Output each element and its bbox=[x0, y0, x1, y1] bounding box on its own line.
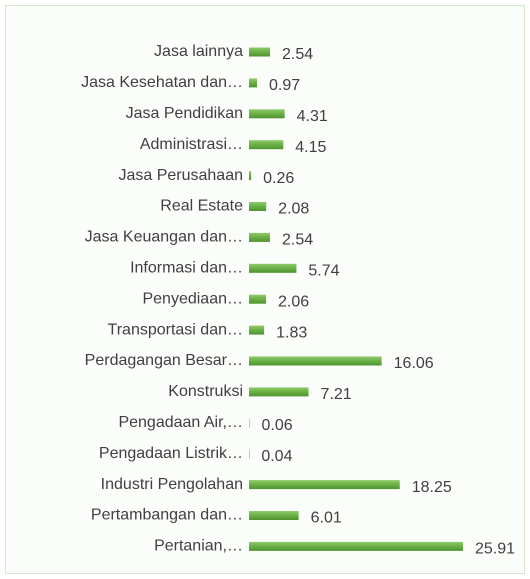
bar bbox=[249, 480, 400, 490]
value-label: 2.06 bbox=[278, 293, 309, 310]
bar bbox=[249, 294, 267, 304]
bar bbox=[249, 232, 270, 242]
value-label: 25.91 bbox=[475, 541, 515, 558]
bar bbox=[249, 387, 309, 397]
bar bbox=[249, 263, 297, 273]
bar bbox=[249, 140, 284, 150]
bar bbox=[249, 449, 250, 459]
bar bbox=[249, 325, 265, 335]
value-label: 0.26 bbox=[263, 170, 294, 187]
category-label: Informasi dan… bbox=[130, 260, 243, 277]
value-label: 4.15 bbox=[295, 139, 326, 156]
category-label: Jasa lainnya bbox=[154, 43, 243, 60]
category-label: Pertanian,… bbox=[154, 538, 243, 555]
category-label: Real Estate bbox=[160, 198, 243, 215]
category-label: Jasa Pendidikan bbox=[126, 105, 243, 122]
category-label: Jasa Keuangan dan… bbox=[85, 229, 243, 246]
value-label: 0.06 bbox=[261, 417, 292, 434]
bar bbox=[249, 541, 463, 551]
value-label: 2.08 bbox=[278, 201, 309, 218]
value-label: 6.01 bbox=[311, 510, 342, 527]
bar bbox=[249, 47, 270, 57]
category-label: Industri Pengolahan bbox=[101, 476, 243, 493]
value-label: 0.04 bbox=[261, 448, 292, 465]
category-label: Jasa Kesehatan dan… bbox=[81, 74, 243, 91]
value-label: 16.06 bbox=[394, 355, 434, 372]
bar bbox=[249, 171, 252, 181]
value-label: 4.31 bbox=[297, 108, 328, 125]
value-label: 5.74 bbox=[308, 263, 339, 280]
value-label: 0.97 bbox=[269, 77, 300, 94]
value-label: 1.83 bbox=[276, 324, 307, 341]
bar bbox=[249, 202, 267, 211]
value-label: 7.21 bbox=[321, 386, 352, 403]
category-label: Perdagangan Besar… bbox=[85, 352, 243, 369]
bar bbox=[249, 356, 382, 366]
category-label: Konstruksi bbox=[168, 383, 243, 400]
category-label: Transportasi dan… bbox=[108, 321, 243, 338]
category-label: Administrasi… bbox=[140, 136, 243, 153]
chart-frame bbox=[5, 5, 525, 574]
bar bbox=[249, 418, 250, 428]
value-label: 2.54 bbox=[282, 46, 313, 63]
bar bbox=[249, 109, 285, 119]
category-label: Penyediaan… bbox=[142, 290, 243, 307]
value-label: 18.25 bbox=[412, 479, 452, 496]
category-label: Jasa Perusahaan bbox=[118, 167, 243, 184]
category-label: Pengadaan Listrik… bbox=[99, 445, 243, 462]
category-label: Pertambangan dan… bbox=[91, 507, 243, 524]
bar bbox=[249, 78, 258, 88]
value-label: 2.54 bbox=[282, 232, 313, 249]
bar bbox=[249, 511, 299, 520]
category-label: Pengadaan Air,… bbox=[118, 414, 243, 431]
